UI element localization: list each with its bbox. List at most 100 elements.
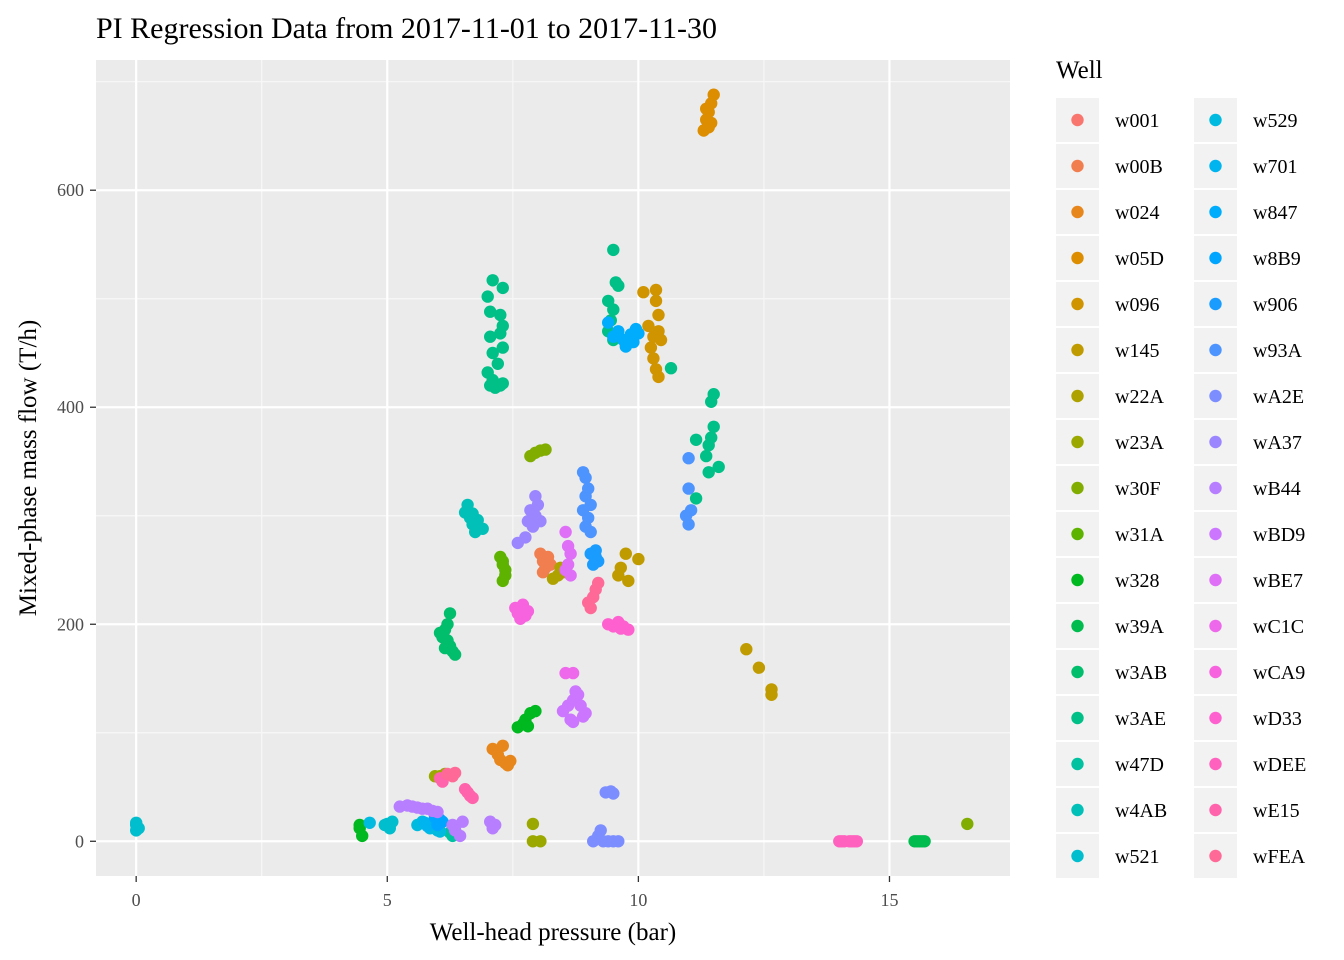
data-point-w93A	[584, 525, 597, 539]
legend-label: wE15	[1253, 800, 1300, 822]
data-point-w3AE	[484, 305, 497, 318]
data-point-wA2E	[607, 787, 620, 800]
legend-label: w096	[1115, 294, 1159, 316]
y-tick-label: 400	[57, 397, 84, 417]
legend-swatch	[1071, 389, 1084, 403]
legend-item-w00B: w00B	[1056, 144, 1163, 188]
legend-item-wBD9: wBD9	[1194, 512, 1305, 556]
data-point-w145	[752, 661, 766, 674]
legend-item-w001: w001	[1056, 98, 1159, 142]
legend-item-wCA9: wCA9	[1194, 650, 1305, 694]
legend-label: w906	[1253, 294, 1297, 316]
legend-swatch	[1209, 849, 1222, 863]
data-point-w096	[652, 325, 665, 338]
data-point-w096	[649, 294, 663, 308]
legend-item-w145: w145	[1056, 328, 1159, 372]
data-point-wB44	[489, 818, 502, 832]
plot-area: 0 5 10 15 0 200 400 600	[57, 60, 1010, 910]
x-tick-label: 5	[383, 890, 392, 910]
legend-label: wA2E	[1253, 386, 1304, 408]
legend-item-w3AE: w3AE	[1056, 696, 1166, 740]
data-point-w05D	[707, 88, 720, 101]
legend-label: w701	[1253, 156, 1297, 178]
legend-item-wFEA: wFEA	[1194, 834, 1306, 878]
data-point-w906	[592, 555, 605, 568]
data-point-w3AE	[494, 327, 507, 340]
legend-label: wA37	[1253, 432, 1302, 454]
data-point-wBE7	[559, 525, 572, 539]
data-point-w93A	[682, 452, 695, 465]
legend-item-wA37: wA37	[1194, 420, 1302, 464]
legend-label: w145	[1115, 340, 1159, 362]
data-point-w096	[642, 319, 655, 333]
legend-label: w001	[1115, 110, 1159, 132]
legend-item-wC1C: wC1C	[1194, 604, 1304, 648]
y-tick-label: 0	[75, 831, 84, 851]
data-point-w3AB	[448, 648, 462, 661]
legend-label: w521	[1115, 846, 1159, 868]
data-point-w93A	[682, 518, 695, 531]
data-point-w328	[521, 720, 535, 733]
data-point-w3AE	[494, 308, 507, 322]
data-point-w3AE	[607, 303, 620, 316]
x-tick-label: 0	[132, 890, 141, 910]
legend-swatch	[1071, 251, 1084, 265]
legend-swatch	[1071, 205, 1084, 219]
data-point-wA2E	[612, 835, 625, 848]
data-point-wBE7	[564, 569, 577, 582]
data-point-w3AE	[712, 460, 725, 474]
legend-label: w8B9	[1253, 248, 1301, 270]
data-point-w328	[529, 704, 542, 718]
legend-item-wE15: wE15	[1194, 788, 1300, 832]
legend-swatch	[1071, 435, 1084, 449]
data-point-w521	[132, 822, 145, 835]
legend-label: wC1C	[1253, 616, 1304, 638]
legend-label: w4AB	[1115, 800, 1167, 822]
legend-item-w847: w847	[1194, 190, 1297, 234]
legend-item-w906: w906	[1194, 282, 1297, 326]
legend-item-w3AB: w3AB	[1056, 650, 1167, 694]
legend-item-w05D: w05D	[1056, 236, 1164, 280]
legend-label: w00B	[1115, 156, 1163, 178]
legend-item-w8B9: w8B9	[1194, 236, 1301, 280]
legend-swatch	[1071, 159, 1084, 173]
legend-item-wA2E: wA2E	[1194, 374, 1304, 418]
x-axis-title: Well-head pressure (bar)	[430, 919, 676, 946]
legend-item-w31A: w31A	[1056, 512, 1164, 556]
data-point-wB44	[453, 829, 467, 843]
data-point-w145	[740, 643, 753, 656]
data-point-wCA9	[521, 605, 535, 618]
legend-item-w47D: w47D	[1056, 742, 1164, 786]
data-point-w3AE	[496, 341, 509, 354]
data-point-w8B9	[431, 818, 444, 832]
data-point-wFEA	[582, 596, 595, 609]
legend-item-w93A: w93A	[1194, 328, 1302, 372]
data-point-w3AE	[496, 281, 509, 295]
legend-swatch	[1071, 481, 1084, 495]
data-point-w3AE	[664, 362, 678, 375]
data-point-wB44	[431, 805, 444, 819]
legend-swatch	[1209, 665, 1222, 679]
data-point-w3AB	[441, 618, 454, 631]
data-point-w145	[632, 552, 645, 566]
legend-item-wD33: wD33	[1194, 696, 1302, 740]
legend-swatch	[1209, 251, 1222, 265]
data-point-w3AE	[612, 279, 625, 292]
legend-swatch	[1071, 665, 1084, 679]
legend-label: w93A	[1253, 340, 1302, 362]
data-point-w3AE	[481, 290, 494, 303]
legend-swatch	[1071, 297, 1084, 311]
legend-swatch	[1209, 297, 1222, 311]
data-point-wDEE	[835, 835, 848, 848]
legend-swatch	[1071, 113, 1084, 127]
legend-item-w701: w701	[1194, 144, 1297, 188]
legend-swatch	[1071, 803, 1084, 817]
data-point-w3AE	[700, 449, 713, 463]
data-point-w701	[421, 819, 434, 833]
legend-item-wBE7: wBE7	[1194, 558, 1303, 602]
data-point-w3AE	[707, 420, 720, 433]
data-point-w145	[614, 561, 627, 574]
legend-label: wDEE	[1253, 754, 1306, 776]
legend-item-w4AB: w4AB	[1056, 788, 1167, 832]
